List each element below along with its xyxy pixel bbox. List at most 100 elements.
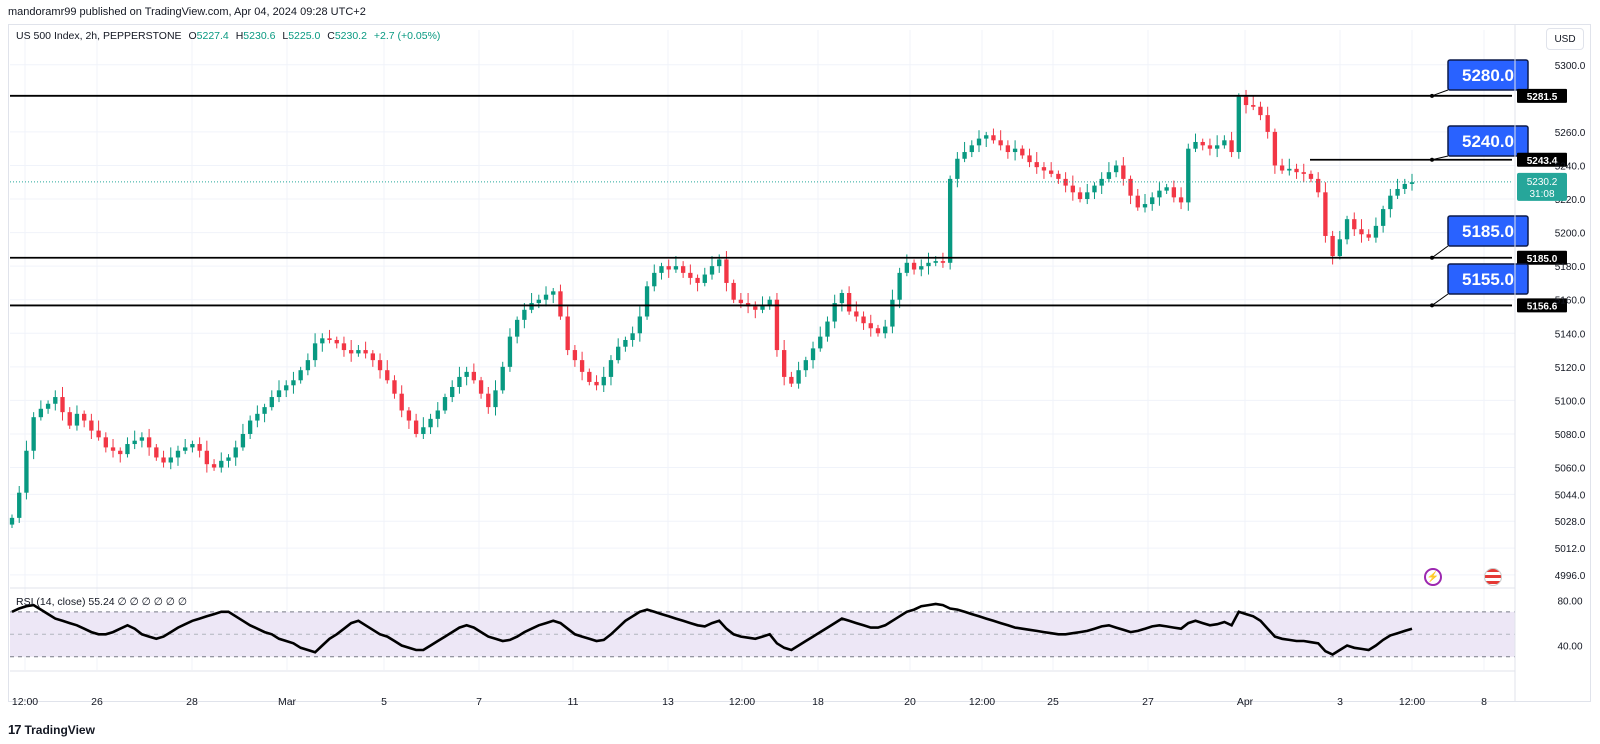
- candle-body: [406, 410, 412, 421]
- candle-body: [1308, 173, 1314, 179]
- candle-body: [810, 348, 816, 361]
- candle-body: [327, 338, 332, 340]
- currency-button[interactable]: USD: [1546, 28, 1584, 50]
- candle-body: [471, 371, 477, 381]
- candle-body: [875, 328, 881, 334]
- candle-body: [24, 450, 29, 493]
- price-tick: 5060.0: [1555, 464, 1586, 475]
- candle-body: [608, 360, 614, 377]
- candle-body: [363, 350, 368, 354]
- lightning-icon[interactable]: ⚡: [1424, 568, 1442, 586]
- symbol-legend[interactable]: US 500 Index, 2h, PEPPERSTONE O5227.4 H5…: [16, 30, 440, 42]
- high-value: 5230.6: [243, 30, 276, 42]
- candle-body: [139, 437, 145, 441]
- level-label-box: [1447, 125, 1529, 157]
- candle-body: [500, 366, 505, 391]
- candle-body: [984, 135, 989, 139]
- candle-body: [1164, 187, 1169, 191]
- label-anchor: [1430, 303, 1434, 308]
- candle-body: [1005, 145, 1011, 153]
- price-tick: 5080.0: [1555, 430, 1586, 441]
- candle-body: [709, 266, 715, 275]
- candle-body: [1178, 197, 1184, 203]
- candle-body: [1171, 187, 1177, 198]
- candle-body: [839, 293, 845, 304]
- candle-body: [96, 430, 101, 438]
- candle-body: [478, 380, 484, 394]
- candle-body: [442, 397, 448, 411]
- time-tick: 25: [1047, 696, 1059, 708]
- candle-body: [413, 420, 419, 434]
- level-price-tag: [1517, 152, 1567, 167]
- candle-body: [955, 158, 960, 179]
- price-tick: 5028.0: [1555, 517, 1586, 528]
- time-tick: 12:00: [12, 696, 38, 708]
- candle-body: [146, 437, 152, 448]
- candle-body: [673, 266, 679, 270]
- candle-body: [702, 274, 707, 283]
- level-price-tag-text: 5243.4: [1527, 156, 1558, 167]
- candle-body: [1150, 197, 1155, 205]
- level-label-text: 5185.0: [1462, 222, 1514, 241]
- price-tick: 5120.0: [1555, 363, 1586, 374]
- candle-body: [219, 460, 224, 468]
- candle-body: [1186, 148, 1191, 203]
- candle-body: [796, 370, 801, 384]
- candle-body: [738, 299, 744, 304]
- tv-logo-mark: 17: [8, 722, 22, 737]
- candle-body: [832, 303, 837, 322]
- candle-body: [1092, 185, 1097, 193]
- label-anchor: [1430, 93, 1434, 98]
- time-tick: 5: [381, 696, 387, 708]
- candle-body: [1085, 192, 1090, 200]
- candle-body: [594, 381, 599, 386]
- candle-body: [197, 444, 202, 451]
- candle-body: [1279, 165, 1285, 171]
- time-tick: 8: [1481, 696, 1487, 708]
- time-tick: 11: [568, 696, 579, 708]
- candle-body: [854, 311, 859, 317]
- price-tick: 5140.0: [1555, 329, 1586, 340]
- candle-body: [334, 339, 339, 344]
- candle-body: [74, 413, 80, 426]
- candle-body: [211, 464, 217, 468]
- rsi-legend[interactable]: RSI (14, close) 55.24 ∅ ∅ ∅ ∅ ∅ ∅: [16, 596, 188, 608]
- symbol-title[interactable]: US 500 Index, 2h, PEPPERSTONE: [16, 30, 182, 42]
- us-flag-icon[interactable]: [1484, 568, 1502, 586]
- label-pointer: [1431, 293, 1449, 306]
- candle-body: [125, 444, 130, 455]
- level-price-tag: [1517, 298, 1567, 313]
- candle-body: [962, 152, 967, 159]
- published-line: mandoramr99 published on TradingView.com…: [8, 6, 366, 18]
- time-tick: Mar: [278, 696, 297, 708]
- candle-body: [782, 350, 787, 377]
- candle-body: [89, 420, 94, 431]
- candle-body: [1337, 239, 1342, 257]
- candle-body: [1113, 165, 1119, 173]
- candle-body: [1027, 155, 1032, 163]
- tradingview-logo[interactable]: 17 TradingView: [8, 722, 95, 737]
- price-tick: 5160.0: [1555, 296, 1586, 307]
- time-tick: 26: [91, 696, 103, 708]
- candle-body: [558, 291, 563, 317]
- time-tick: 7: [476, 696, 482, 708]
- candle-body: [450, 386, 455, 398]
- candle-body: [168, 457, 173, 463]
- time-tick: 12:00: [1399, 696, 1425, 708]
- level-label-box: [1447, 215, 1529, 247]
- candle-body: [262, 407, 267, 414]
- candle-body: [1359, 229, 1364, 235]
- candle-body: [803, 360, 808, 371]
- candle-body: [183, 447, 188, 451]
- candle-body: [1236, 96, 1241, 153]
- candle-body: [356, 350, 361, 354]
- label-pointer: [1431, 245, 1449, 259]
- candle-body: [190, 444, 195, 448]
- candle-body: [233, 447, 238, 458]
- candle-body: [1395, 188, 1400, 196]
- level-price-tag-text: 5185.0: [1527, 254, 1558, 265]
- candle-body: [204, 450, 210, 465]
- level-lines: 5280.0 5281.5 5240.0 5243.4 5185.0 5185.0 5155…: [10, 59, 1567, 313]
- candle-body: [940, 261, 946, 263]
